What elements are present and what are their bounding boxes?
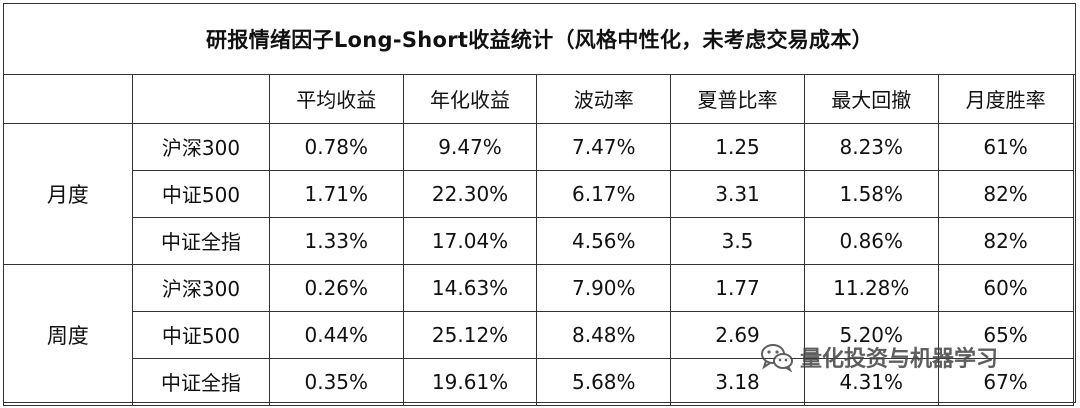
value-cell: 0.44% <box>268 310 404 359</box>
value-cell: 60% <box>937 263 1074 312</box>
value-cell: 8.48% <box>536 310 672 359</box>
value-cell: 67% <box>937 357 1074 406</box>
value-cell: 7.47% <box>536 122 672 171</box>
period-cell: 月度 <box>2 122 134 265</box>
value-cell: 4.56% <box>536 216 672 265</box>
index-cell: 沪深300 <box>132 122 270 171</box>
value-cell: 1.77 <box>670 263 805 312</box>
header-cell <box>2 73 134 124</box>
stats-table: 平均收益 年化收益 波动率 夏普比率 最大回撤 月度胜率 月度 沪深300 0.… <box>2 73 1074 406</box>
table-row: 月度 沪深300 0.78% 9.47% 7.47% 1.25 8.23% 61… <box>2 122 1074 265</box>
value-cell: 17.04% <box>402 216 538 265</box>
watermark: 量化投资与机器学习 <box>760 341 998 373</box>
index-cell: 沪深300 <box>132 263 270 312</box>
header-cell: 波动率 <box>536 73 672 124</box>
header-row: 平均收益 年化收益 波动率 夏普比率 最大回撤 月度胜率 <box>2 73 1074 124</box>
value-cell: 19.61% <box>402 357 538 406</box>
table-frame: 研报情绪因子Long-Short收益统计（风格中性化，未考虑交易成本） 平均收益… <box>2 3 1076 406</box>
period-cell: 周度 <box>2 263 134 406</box>
value-cell: 61% <box>937 122 1074 171</box>
value-cell: 0.35% <box>268 357 404 406</box>
value-cell: 1.58% <box>803 169 939 218</box>
value-cell: 7.90% <box>536 263 672 312</box>
value-cell: 4.31% <box>803 357 939 406</box>
value-cell: 14.63% <box>402 263 538 312</box>
index-cell: 中证500 <box>132 169 270 218</box>
table-row: 周度 沪深300 0.26% 14.63% 7.90% 1.77 11.28% … <box>2 263 1074 406</box>
value-cell: 9.47% <box>402 122 538 171</box>
table-row: 中证500 1.71% 22.30% 6.17% 3.31 1.58% 82% <box>3 169 1074 218</box>
value-cell: 0.26% <box>268 263 404 312</box>
header-cell: 平均收益 <box>268 73 404 124</box>
header-cell: 最大回撤 <box>803 73 939 124</box>
value-cell: 1.33% <box>268 216 404 265</box>
header-cell: 年化收益 <box>402 73 538 124</box>
index-cell: 中证全指 <box>132 357 270 406</box>
value-cell: 0.78% <box>268 122 404 171</box>
value-cell: 0.86% <box>803 216 939 265</box>
header-cell <box>132 73 270 124</box>
header-cell: 月度胜率 <box>937 73 1074 124</box>
watermark-text: 量化投资与机器学习 <box>800 347 999 372</box>
header-cell: 夏普比率 <box>670 73 805 124</box>
table-title: 研报情绪因子Long-Short收益统计（风格中性化，未考虑交易成本） <box>4 4 1075 75</box>
value-cell: 1.71% <box>268 169 404 218</box>
table-row: 中证全指 0.35% 19.61% 5.68% 3.18 4.31% 67% <box>3 357 1074 406</box>
index-cell: 中证全指 <box>132 216 270 265</box>
value-cell: 1.25 <box>670 122 805 171</box>
value-cell: 8.23% <box>803 122 939 171</box>
value-cell: 5.20% <box>803 310 939 359</box>
value-cell: 3.31 <box>670 169 805 218</box>
value-cell: 82% <box>937 169 1074 218</box>
value-cell: 82% <box>937 216 1074 265</box>
wechat-icon <box>760 342 794 372</box>
value-cell: 6.17% <box>536 169 672 218</box>
value-cell: 22.30% <box>402 169 538 218</box>
index-cell: 中证500 <box>132 310 270 359</box>
value-cell: 5.68% <box>536 357 672 406</box>
value-cell: 11.28% <box>803 263 939 312</box>
value-cell: 3.5 <box>670 216 805 265</box>
value-cell: 25.12% <box>402 310 538 359</box>
table-row: 中证全指 1.33% 17.04% 4.56% 3.5 0.86% 82% <box>3 216 1074 265</box>
